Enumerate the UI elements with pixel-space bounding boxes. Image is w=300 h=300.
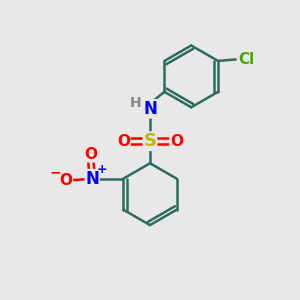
Text: O: O xyxy=(59,173,72,188)
Text: H: H xyxy=(130,96,141,110)
Text: −: − xyxy=(49,166,61,180)
Text: O: O xyxy=(170,134,183,149)
Text: S: S xyxy=(143,132,157,150)
Text: O: O xyxy=(117,134,130,149)
Text: N: N xyxy=(85,170,99,188)
Text: Cl: Cl xyxy=(238,52,255,67)
Text: +: + xyxy=(96,164,107,176)
Text: O: O xyxy=(84,147,97,162)
Text: N: N xyxy=(143,100,157,118)
